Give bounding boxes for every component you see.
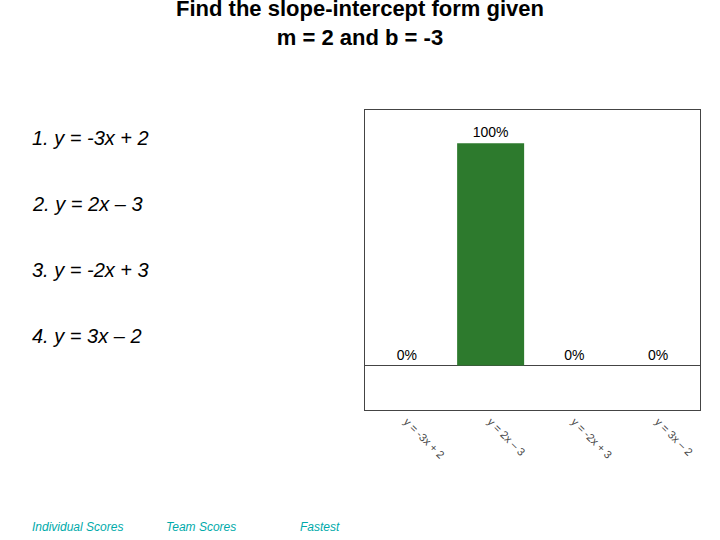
- svg-text:0%: 0%: [397, 347, 417, 363]
- svg-text:4. y = 3x – 2: 4. y = 3x – 2: [32, 325, 142, 347]
- svg-text:y = 2x – 3: y = 2x – 3: [485, 416, 527, 458]
- svg-text:y = 3x – 2: y = 3x – 2: [653, 416, 695, 458]
- svg-text:1. y = -3x + 2: 1. y = -3x + 2: [32, 127, 149, 149]
- svg-text:Individual Scores: Individual Scores: [32, 520, 123, 534]
- svg-text:0%: 0%: [564, 347, 584, 363]
- svg-text:Find the slope-intercept form: Find the slope-intercept form givenm = 2…: [176, 0, 544, 50]
- svg-text:y = -2x + 3: y = -2x + 3: [569, 416, 614, 461]
- svg-text:Team Scores: Team Scores: [166, 520, 236, 534]
- svg-text:2. y = 2x – 3: 2. y = 2x – 3: [32, 193, 143, 215]
- svg-text:0%: 0%: [648, 347, 668, 363]
- svg-text:Fastest: Fastest: [300, 520, 340, 534]
- svg-text:3. y = -2x + 3: 3. y = -2x + 3: [32, 259, 149, 281]
- svg-text:y = -3x + 2: y = -3x + 2: [402, 416, 447, 461]
- svg-text:100%: 100%: [473, 124, 509, 140]
